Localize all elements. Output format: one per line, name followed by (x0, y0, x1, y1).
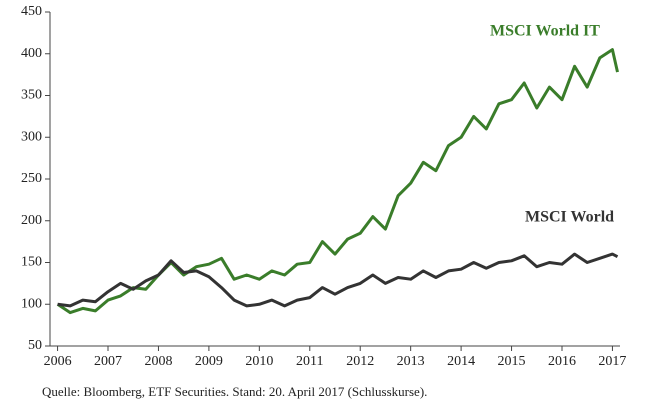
x-tick-label: 2014 (447, 354, 475, 369)
x-tick-label: 2015 (498, 354, 526, 369)
x-tick-label: 2016 (548, 354, 576, 369)
y-tick-label: 400 (21, 46, 42, 61)
x-tick-label: 2007 (94, 354, 122, 369)
y-tick-label: 50 (28, 338, 42, 353)
y-tick-label: 450 (21, 4, 42, 19)
x-tick-label: 2009 (195, 354, 223, 369)
y-tick-label: 150 (21, 255, 42, 270)
y-tick-label: 200 (21, 213, 42, 228)
x-tick-label: 2011 (296, 354, 323, 369)
series-line (56, 48, 619, 315)
y-tick-label: 300 (21, 129, 42, 144)
x-tick-label: 2012 (346, 354, 374, 369)
x-tick-label: 2006 (44, 354, 72, 369)
x-tick-label: 2008 (144, 354, 172, 369)
x-tick-label: 2013 (397, 354, 425, 369)
y-tick-label: 100 (21, 296, 42, 311)
series-label: MSCI World IT (490, 23, 600, 40)
x-tick-label: 2010 (245, 354, 273, 369)
y-tick-label: 350 (21, 88, 42, 103)
series-label: MSCI World (525, 209, 614, 226)
series-line (57, 252, 619, 308)
source-note: Quelle: Bloomberg, ETF Securities. Stand… (42, 384, 427, 399)
y-tick-label: 250 (21, 171, 42, 186)
x-tick-label: 2017 (598, 354, 626, 369)
